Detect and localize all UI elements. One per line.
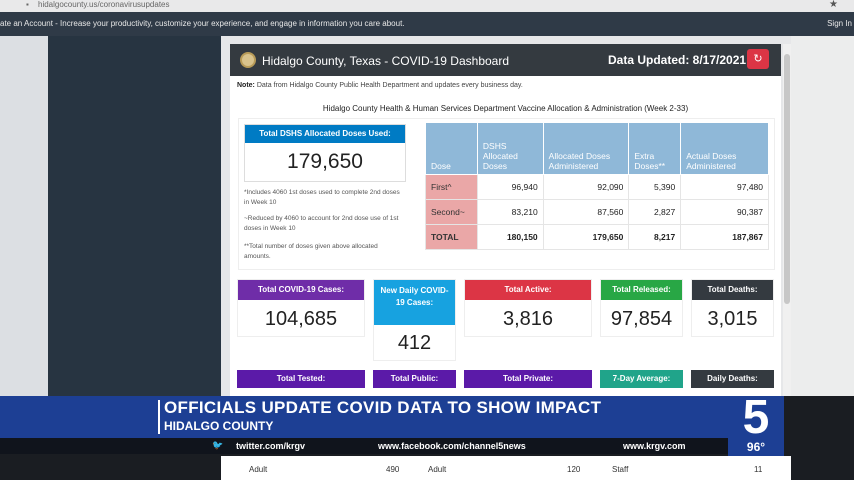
page-background: [0, 36, 48, 396]
total-active-label: Total Active:: [465, 280, 591, 300]
total-released-card: Total Released: 97,854: [600, 279, 683, 337]
temperature-readout: 96°: [746, 440, 766, 454]
table-cell: 180,150: [476, 224, 544, 250]
bottom-table-row: Adult 490 Adult 120 Staff 11: [221, 456, 791, 480]
table-cell: 5,390: [628, 174, 682, 200]
website-link: www.krgv.com: [623, 441, 686, 451]
dashboard-title: Hidalgo County, Texas - COVID-19 Dashboa…: [262, 54, 510, 68]
headline-divider: [158, 400, 160, 434]
right-background: [791, 36, 854, 396]
left-sidebar: [48, 36, 221, 396]
county-seal-icon: [240, 52, 256, 68]
table-header: Actual Doses Administered: [680, 122, 769, 175]
table-cell: 97,480: [680, 174, 769, 200]
bottom-cell: Adult: [249, 465, 268, 474]
vaccine-section-box: [238, 118, 775, 270]
table-row: Second~ 83,210 87,560 2,827 90,387: [425, 199, 769, 225]
total-deaths-value: 3,015: [707, 308, 758, 330]
dashboard-panel: Hidalgo County, Texas - COVID-19 Dashboa…: [230, 44, 781, 396]
table-header: Allocated Doses Administered: [542, 122, 630, 175]
channel-5-logo: 5 96°: [728, 391, 784, 456]
headline-text: OFFICIALS UPDATE COVID DATA TO SHOW IMPA…: [164, 398, 602, 417]
data-updated-date: Data Updated: 8/17/2021: [608, 53, 747, 67]
table-cell: Second~: [425, 199, 478, 225]
total-public-label: Total Public:: [373, 370, 456, 388]
twitter-handle: twitter.com/krgv: [236, 441, 306, 451]
new-daily-cases-label: New Daily COVID-19 Cases:: [374, 280, 455, 325]
table-cell: 96,940: [476, 174, 544, 200]
footnote-2: ~Reduced by 4060 to account for 2nd dose…: [244, 215, 399, 232]
browser-address-bar: ▪ hidalgocounty.us/coronavirusupdates ★: [0, 0, 854, 12]
site-notice-bar: ate an Account - Increase your productiv…: [0, 12, 854, 36]
sign-in-link[interactable]: Sign In: [827, 19, 852, 28]
dshs-value: 179,650: [287, 150, 363, 173]
table-header-row: Dose DSHS Allocated Doses Allocated Dose…: [425, 122, 769, 175]
facebook-link: www.facebook.com/channel5news: [378, 441, 526, 451]
news-lower-third: OFFICIALS UPDATE COVID DATA TO SHOW IMPA…: [0, 396, 854, 438]
table-header: Dose: [425, 122, 478, 175]
bookmark-star-icon[interactable]: ★: [829, 0, 838, 10]
scrollbar-thumb[interactable]: [784, 54, 790, 304]
channel-number: 5: [742, 391, 770, 444]
total-deaths-card: Total Deaths: 3,015: [691, 279, 774, 337]
refresh-icon: ↻: [753, 53, 763, 65]
table-cell: 2,827: [628, 199, 682, 225]
bottom-cell: Adult: [428, 465, 447, 474]
table-cell: TOTAL: [425, 224, 478, 250]
social-ticker: 🐦 twitter.com/krgv www.facebook.com/chan…: [0, 438, 728, 454]
bottom-cell: Staff: [612, 465, 629, 474]
total-private-label: Total Private:: [464, 370, 592, 388]
table-cell: 87,560: [542, 199, 630, 225]
total-active-value: 3,816: [502, 308, 554, 330]
total-released-value: 97,854: [610, 308, 673, 330]
vaccine-table: Dose DSHS Allocated Doses Allocated Dose…: [425, 122, 769, 250]
dshs-doses-card: Total DSHS Allocated Doses Used: 179,650: [244, 124, 406, 182]
twitter-bird-icon: 🐦: [212, 440, 224, 450]
footnote-1: *Includes 4060 1st doses used to complet…: [244, 189, 400, 206]
total-deaths-label: Total Deaths:: [692, 280, 773, 300]
vaccine-section-title: Hidalgo County Health & Human Services D…: [322, 104, 689, 113]
total-released-label: Total Released:: [601, 280, 682, 300]
dshs-label: Total DSHS Allocated Doses Used:: [245, 125, 405, 143]
table-row: First^ 96,940 92,090 5,390 97,480: [425, 174, 769, 200]
table-cell: 187,867: [680, 224, 769, 250]
table-header: Extra Doses**: [628, 122, 682, 175]
refresh-button[interactable]: ↻: [747, 49, 769, 69]
lock-icon: ▪: [26, 0, 29, 9]
total-active-card: Total Active: 3,816: [464, 279, 592, 337]
table-cell: 90,387: [680, 199, 769, 225]
new-daily-cases-card: New Daily COVID-19 Cases: 412: [373, 279, 456, 361]
data-note: Note: Data from Hidalgo County Public He…: [237, 82, 523, 89]
table-cell: 179,650: [542, 224, 630, 250]
note-label: Note:: [237, 82, 255, 89]
total-cases-label: Total COVID-19 Cases:: [238, 280, 364, 300]
seven-day-average-label: 7-Day Average:: [600, 370, 683, 388]
page-scrollbar[interactable]: [783, 44, 791, 396]
table-cell: 92,090: [542, 174, 630, 200]
new-daily-cases-value: 412: [397, 332, 432, 354]
footnote-3: **Total number of doses given above allo…: [244, 243, 378, 260]
bottom-cell: 11: [754, 465, 763, 474]
bottom-cell: 490: [386, 465, 400, 474]
total-tested-label: Total Tested:: [237, 370, 365, 388]
table-row: TOTAL 180,150 179,650 8,217 187,867: [425, 224, 769, 250]
daily-deaths-label: Daily Deaths:: [691, 370, 774, 388]
table-cell: First^: [425, 174, 478, 200]
total-cases-card: Total COVID-19 Cases: 104,685: [237, 279, 365, 337]
subhead-text: HIDALGO COUNTY: [164, 419, 274, 433]
table-cell: 8,217: [628, 224, 682, 250]
url-text[interactable]: hidalgocounty.us/coronavirusupdates: [38, 0, 170, 9]
table-cell: 83,210: [476, 199, 544, 225]
bottom-cell: 120: [567, 465, 581, 474]
notice-text: ate an Account - Increase your productiv…: [0, 19, 405, 28]
note-text: Data from Hidalgo County Public Health D…: [256, 82, 523, 89]
headline-bar: [0, 396, 728, 438]
dashboard-header: Hidalgo County, Texas - COVID-19 Dashboa…: [230, 44, 781, 76]
table-header: DSHS Allocated Doses: [476, 122, 544, 175]
total-cases-value: 104,685: [264, 308, 338, 330]
